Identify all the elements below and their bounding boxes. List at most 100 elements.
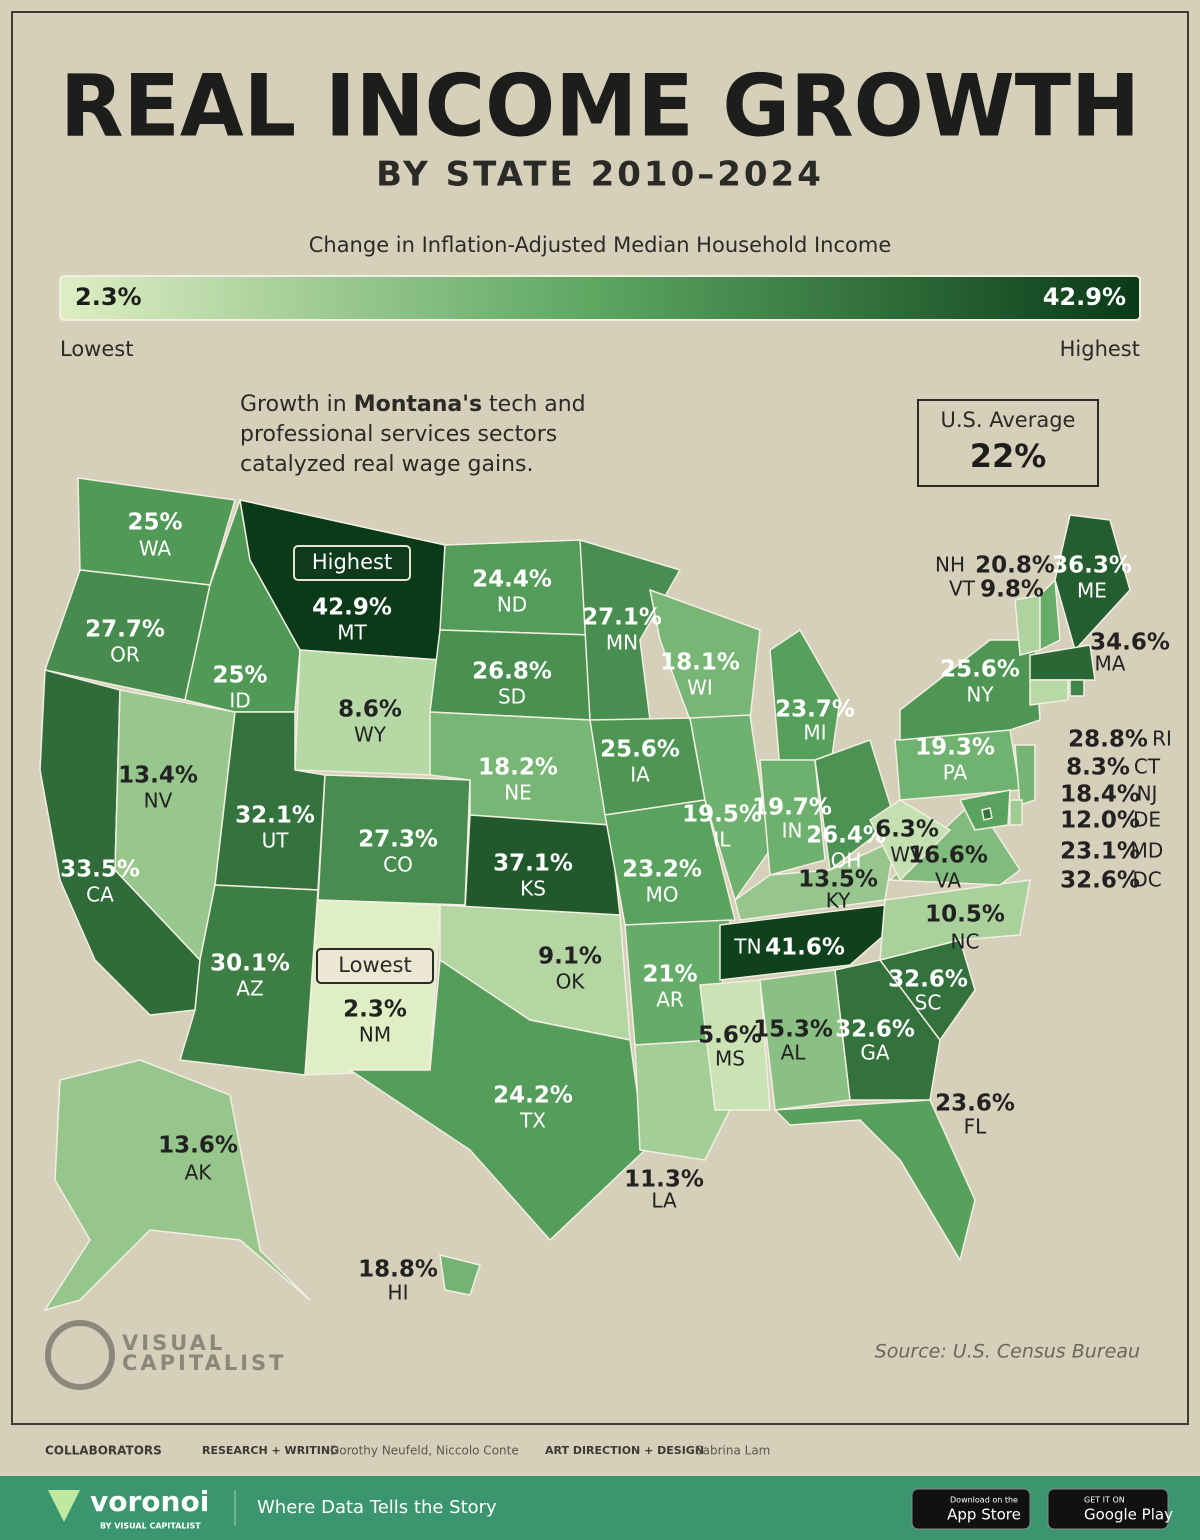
state-label: DE xyxy=(1133,808,1161,832)
google-play-small: GET IT ON xyxy=(1084,1496,1125,1505)
state-label: ND xyxy=(497,593,527,617)
colorbar xyxy=(59,275,1141,321)
state-label: NV xyxy=(144,789,173,813)
state-label: OR xyxy=(110,643,140,667)
state-label: AZ xyxy=(236,977,263,1001)
value-label: 8.3% xyxy=(1066,755,1130,781)
state-label: MN xyxy=(606,631,638,655)
state-label: MT xyxy=(337,621,367,645)
state-label: IN xyxy=(782,819,803,843)
value-label: 24.2% xyxy=(493,1083,573,1109)
value-label: 18.8% xyxy=(358,1257,438,1283)
value-label: 18.4% xyxy=(1060,782,1140,808)
state xyxy=(769,628,841,771)
state-label: AR xyxy=(656,988,684,1012)
source: Source: U.S. Census Bureau xyxy=(875,1341,1140,1363)
state-label: DC xyxy=(1132,868,1161,892)
value-label: 23.7% xyxy=(775,697,855,723)
state-label: NJ xyxy=(1137,782,1158,806)
footer-brand: voronoi xyxy=(90,1485,209,1518)
state-label: CA xyxy=(86,883,114,907)
logo-icon xyxy=(45,1320,115,1390)
state-label: OK xyxy=(556,970,586,994)
app-store-button[interactable] xyxy=(911,1488,1031,1530)
value-label: 26.8% xyxy=(472,659,552,685)
state-label: NE xyxy=(504,781,532,805)
state-label: UT xyxy=(262,829,290,853)
logo-text: CAPITALIST xyxy=(122,1351,286,1375)
state xyxy=(1014,594,1041,656)
state-label: KS xyxy=(520,877,546,901)
legend-title: Change in Inflation-Adjusted Median Hous… xyxy=(309,233,892,257)
value-label: 8.6% xyxy=(338,697,402,723)
title: REAL INCOME GROWTH xyxy=(60,56,1140,156)
subtitle: BY STATE 2010–2024 xyxy=(376,155,824,195)
state-label: VT xyxy=(949,577,976,601)
callout-label: Lowest xyxy=(338,953,411,977)
state-label: SD xyxy=(498,685,526,709)
state xyxy=(604,799,736,926)
value-label: 25.6% xyxy=(940,657,1020,683)
voronoi-icon xyxy=(48,1490,80,1522)
value-label: 25% xyxy=(212,663,267,689)
state-label: TN xyxy=(733,935,761,959)
value-label: 18.1% xyxy=(660,650,740,676)
state xyxy=(43,1059,311,1312)
value-label: 21% xyxy=(642,962,697,988)
state xyxy=(759,759,826,876)
credits-role: ART DIRECTION + DESIGN xyxy=(545,1444,704,1457)
value-label: 26.4% xyxy=(806,823,886,849)
state-label: GA xyxy=(860,1041,889,1065)
value-label: 32.6% xyxy=(835,1017,915,1043)
state xyxy=(1054,514,1131,652)
state xyxy=(1009,799,1023,826)
state xyxy=(689,714,771,902)
app-store-small: Download on the xyxy=(950,1496,1018,1505)
state xyxy=(981,807,993,821)
state-label: NY xyxy=(966,683,994,707)
state-label: AL xyxy=(781,1041,807,1065)
state-label: WI xyxy=(687,676,713,700)
state-label: NC xyxy=(951,930,980,954)
state-label: MA xyxy=(1095,652,1126,676)
callout-box xyxy=(293,545,411,581)
state xyxy=(834,959,941,1101)
map: 25%WA27.7%OR33.5%CA13.4%NV25%ID42.9%MT8.… xyxy=(39,477,1172,1312)
credits-names: Sabrina Lam xyxy=(695,1444,770,1458)
value-label: 37.1% xyxy=(493,851,573,877)
value-label: 24.4% xyxy=(472,567,552,593)
state-label: IL xyxy=(713,828,731,852)
value-label: 9.8% xyxy=(980,577,1044,603)
value-label: 25.6% xyxy=(600,737,680,763)
state xyxy=(1014,744,1036,807)
state-label: ME xyxy=(1077,579,1107,603)
state-label: MD xyxy=(1131,839,1164,863)
google-play-button[interactable] xyxy=(1047,1488,1169,1530)
colorbar-min-label: 2.3% xyxy=(75,283,142,311)
value-label: 27.3% xyxy=(358,827,438,853)
state-label: WY xyxy=(354,723,387,747)
value-label: 13.6% xyxy=(158,1133,238,1159)
state xyxy=(899,639,1041,741)
state-label: NH xyxy=(935,553,965,577)
google-play-big: Google Play xyxy=(1084,1506,1173,1524)
state-label: WA xyxy=(139,537,172,561)
value-label: 27.1% xyxy=(582,605,662,631)
logo-text: VISUAL xyxy=(122,1331,225,1355)
app-store-big: App Store xyxy=(947,1506,1021,1524)
value-label: 11.3% xyxy=(624,1167,704,1193)
state-label: CT xyxy=(1134,755,1161,779)
value-label: 33.5% xyxy=(60,857,140,883)
value-label: 19.3% xyxy=(915,735,995,761)
annotation-line: catalyzed real wage gains. xyxy=(240,452,533,477)
value-label: 25% xyxy=(127,510,182,536)
value-label: 27.7% xyxy=(85,617,165,643)
state-label: IA xyxy=(630,763,650,787)
credits-names: Dorothy Neufeld, Niccolo Conte xyxy=(330,1444,519,1458)
state-label: FL xyxy=(964,1115,988,1139)
state xyxy=(1069,679,1085,697)
state-label: SC xyxy=(915,991,942,1015)
state-label: VA xyxy=(935,869,961,893)
state-label: PA xyxy=(943,761,968,785)
